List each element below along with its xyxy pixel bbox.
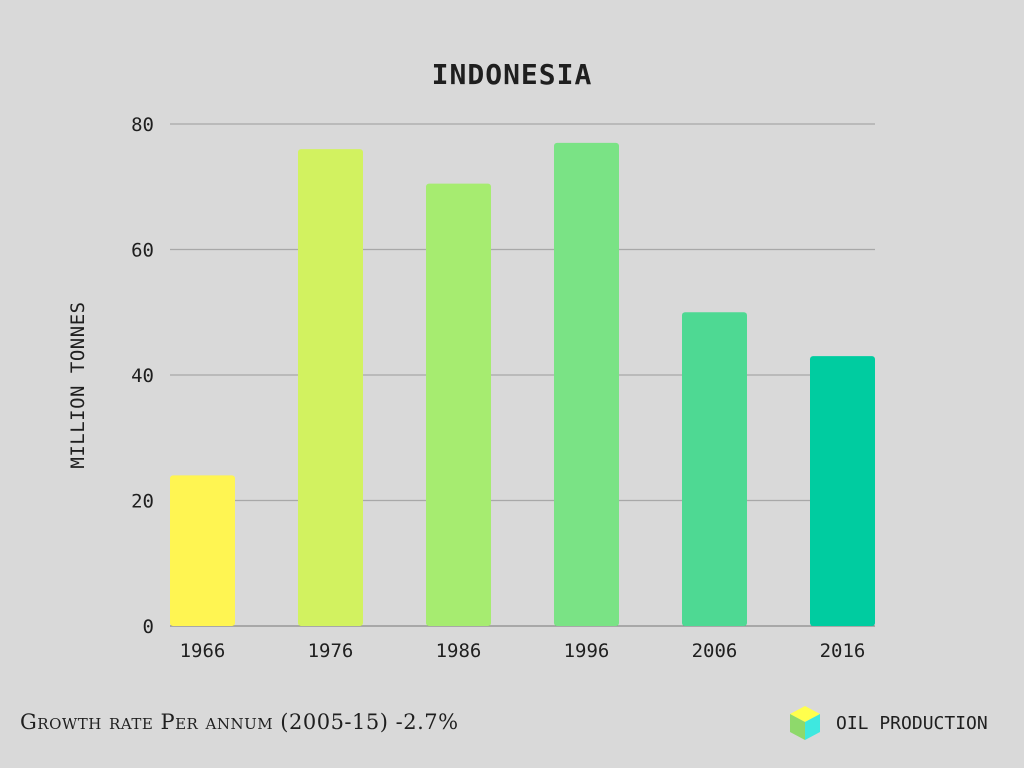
bar-2006 [682, 312, 747, 626]
bar-1966 [170, 475, 235, 626]
x-tick-label: 2006 [692, 640, 738, 662]
y-tick-label: 80 [131, 114, 154, 136]
y-tick-label: 0 [143, 616, 154, 638]
x-tick-label: 2016 [820, 640, 866, 662]
bar-1986 [426, 183, 491, 627]
bar-1976 [298, 149, 363, 626]
bar-2016 [810, 356, 875, 626]
bar-1996 [554, 142, 619, 626]
bars [170, 142, 875, 627]
x-tick-label: 1996 [564, 640, 610, 662]
y-tick-label: 60 [131, 240, 154, 262]
brand-label: OIL PRODUCTION [836, 712, 988, 734]
growth-rate-note: Growth rate Per annum (2005-15) -2.7% [20, 710, 459, 734]
y-axis-label: MILLION TONNES [67, 301, 89, 468]
gridlines [170, 123, 875, 627]
x-tick-label: 1986 [436, 640, 482, 662]
y-axis-ticks: 0 20 40 60 80 [131, 114, 154, 638]
x-tick-label: 1966 [180, 640, 226, 662]
legend-brand: OIL PRODUCTION [788, 704, 988, 742]
y-tick-label: 40 [131, 365, 154, 387]
x-axis-ticks: 1966 1976 1986 1996 2006 2016 [180, 640, 866, 662]
x-tick-label: 1976 [308, 640, 354, 662]
chart-title: INDONESIA [432, 58, 593, 91]
cube-icon [790, 706, 820, 740]
y-tick-label: 20 [131, 491, 154, 513]
